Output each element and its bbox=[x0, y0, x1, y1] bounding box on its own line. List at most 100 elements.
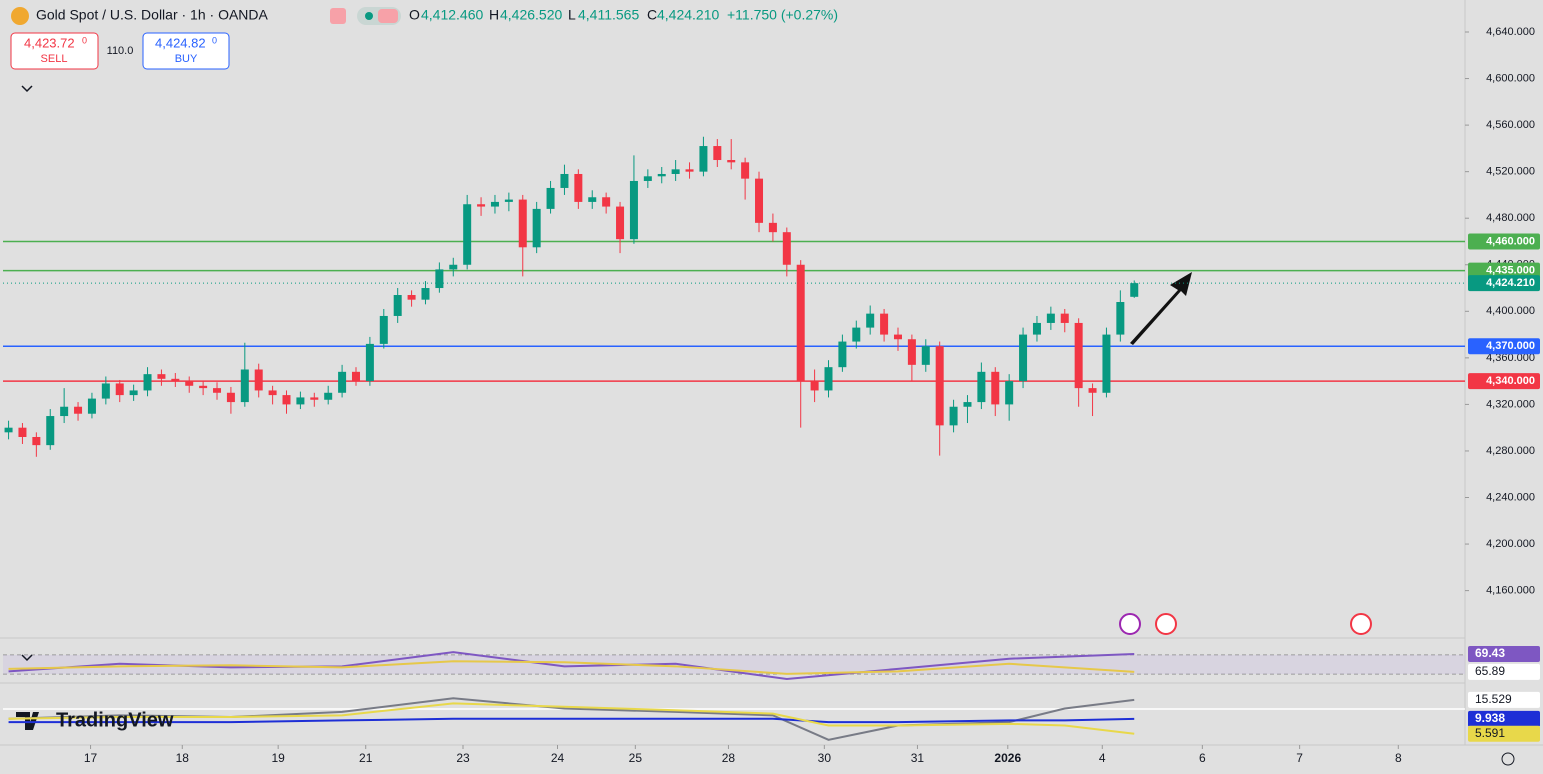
candle-body bbox=[490, 201, 499, 207]
event-icon[interactable] bbox=[1119, 613, 1141, 635]
symbol-title: Gold Spot / U.S. Dollar · 1h · OANDA bbox=[36, 7, 269, 23]
collapse-button[interactable] bbox=[21, 85, 33, 93]
candle-body bbox=[880, 313, 889, 335]
x-tick-label: 6 bbox=[1199, 751, 1206, 765]
arrow bbox=[1130, 272, 1192, 345]
value-tag bbox=[1468, 725, 1540, 742]
candle-body bbox=[379, 315, 388, 344]
candle-body bbox=[282, 395, 291, 405]
collapse-button[interactable] bbox=[21, 654, 33, 662]
level-tag bbox=[1468, 233, 1540, 250]
y-tick-label: 4,280.000 bbox=[1486, 445, 1535, 457]
settings-icon[interactable] bbox=[1501, 752, 1515, 766]
candle-body bbox=[713, 146, 722, 161]
candle-body bbox=[755, 178, 764, 223]
candle-body bbox=[1116, 301, 1125, 335]
candle-body bbox=[338, 371, 347, 393]
candle-body bbox=[115, 383, 124, 396]
candle-body bbox=[866, 313, 875, 328]
last-price-label: 4,424.210 bbox=[1486, 277, 1535, 289]
y-tick-label: 4,520.000 bbox=[1486, 166, 1535, 178]
y-tick-label: 4,600.000 bbox=[1486, 72, 1535, 84]
candle-body bbox=[74, 406, 83, 414]
event-icon[interactable] bbox=[1155, 613, 1177, 635]
candle-body bbox=[1019, 334, 1028, 382]
candle-body bbox=[157, 374, 166, 379]
change: +11.750 (+0.27%) bbox=[727, 7, 838, 23]
ohlc-value: 4,424.210 bbox=[657, 7, 719, 23]
y-tick-label: 4,560.000 bbox=[1486, 119, 1535, 131]
value-tag bbox=[1468, 691, 1540, 708]
candle-body bbox=[643, 176, 652, 181]
candle-body bbox=[963, 402, 972, 407]
event-icon[interactable] bbox=[1350, 613, 1372, 635]
value-tag bbox=[1468, 710, 1540, 727]
candle-body bbox=[1032, 322, 1041, 335]
ohlc-value: 4,411.565 bbox=[578, 7, 639, 23]
y-tick-label: 4,200.000 bbox=[1486, 538, 1535, 550]
x-tick-label: 21 bbox=[359, 751, 373, 765]
ohlc-label: H bbox=[489, 7, 499, 23]
y-tick-label: 4,240.000 bbox=[1486, 491, 1535, 503]
y-tick-label: 4,480.000 bbox=[1486, 212, 1535, 224]
candle-body bbox=[46, 416, 55, 446]
candle-body bbox=[199, 385, 208, 389]
x-tick-label: 4 bbox=[1099, 751, 1106, 765]
candle-body bbox=[1130, 283, 1139, 297]
candle-body bbox=[1060, 313, 1069, 323]
candle-body bbox=[129, 390, 138, 396]
candle-body bbox=[629, 180, 638, 240]
value-label: 9.938 bbox=[1475, 711, 1505, 725]
candle-body bbox=[1088, 388, 1097, 393]
x-tick-label: 2026 bbox=[994, 751, 1021, 765]
spread: 110.0 bbox=[107, 45, 134, 57]
indicator-line bbox=[8, 717, 1135, 724]
candle-body bbox=[768, 222, 777, 233]
x-tick-label: 23 bbox=[456, 751, 470, 765]
level-label: 4,340.000 bbox=[1486, 375, 1535, 387]
candle-body bbox=[324, 392, 333, 400]
y-tick-label: 4,360.000 bbox=[1486, 352, 1535, 364]
ohlc-label: C bbox=[647, 7, 657, 23]
candle-body bbox=[421, 288, 430, 300]
level-tag bbox=[1468, 338, 1540, 355]
candle-body bbox=[213, 388, 222, 393]
candle-body bbox=[1074, 322, 1083, 389]
candle-body bbox=[532, 208, 541, 248]
candle-body bbox=[449, 264, 458, 270]
candle-body bbox=[574, 173, 583, 202]
candle-body bbox=[546, 187, 555, 209]
sell-price: 4,423.72 bbox=[24, 35, 75, 50]
value-tag bbox=[1468, 663, 1540, 680]
candle-body bbox=[1102, 334, 1111, 393]
sell-button[interactable] bbox=[10, 32, 99, 70]
candle-body bbox=[143, 374, 152, 391]
candle-body bbox=[240, 369, 249, 403]
flag-icon[interactable] bbox=[330, 8, 346, 24]
buy-button[interactable] bbox=[142, 32, 230, 70]
candle-body bbox=[602, 197, 611, 207]
y-tick-label: 4,320.000 bbox=[1486, 398, 1535, 410]
ohlc-value: 4,412.460 bbox=[421, 7, 483, 23]
y-tick-label: 4,640.000 bbox=[1486, 26, 1535, 38]
candle-body bbox=[921, 346, 930, 365]
candle-body bbox=[60, 406, 69, 417]
candle-body bbox=[435, 269, 444, 289]
value-tag bbox=[1468, 646, 1540, 663]
candle-body bbox=[185, 381, 194, 386]
candle-body bbox=[504, 199, 513, 202]
y-tick-label: 4,160.000 bbox=[1486, 585, 1535, 597]
symbol-icon bbox=[11, 7, 29, 25]
candle-body bbox=[310, 397, 319, 400]
candle-body bbox=[32, 436, 41, 446]
candle-body bbox=[226, 392, 235, 403]
buy-price: 4,424.82 bbox=[155, 35, 206, 50]
candle-body bbox=[365, 343, 374, 382]
candle-body bbox=[782, 232, 791, 265]
x-tick-label: 28 bbox=[722, 751, 736, 765]
candle-body bbox=[296, 397, 305, 405]
candle-body bbox=[1005, 381, 1014, 405]
candle-body bbox=[101, 383, 110, 399]
last-price-tag bbox=[1468, 275, 1540, 292]
sell-sup: 0 bbox=[82, 35, 87, 45]
